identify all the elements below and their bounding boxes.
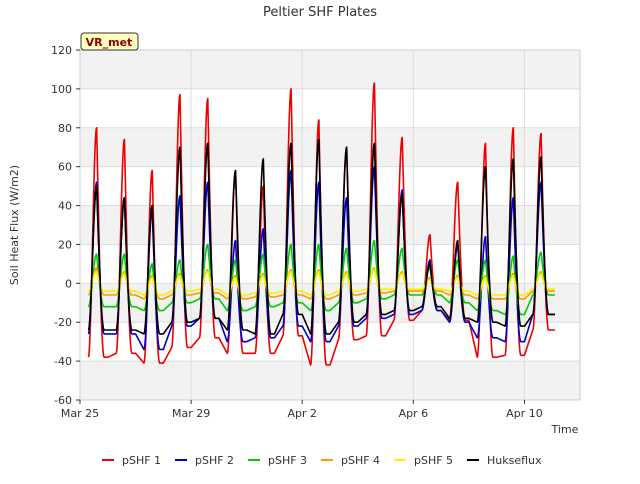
plot-band (80, 127, 580, 167)
y-tick-label: 20 (58, 238, 72, 251)
annotation-box: VR_met (80, 32, 139, 51)
x-tick-label: Apr 2 (287, 407, 317, 420)
x-axis-label: Time (551, 423, 579, 436)
legend-label: pSHF 3 (268, 454, 307, 467)
y-tick-label: -40 (54, 355, 72, 368)
legend-label: pSHF 1 (122, 454, 161, 467)
x-tick-label: Mar 29 (172, 407, 210, 420)
x-tick-label: Mar 25 (61, 407, 99, 420)
y-axis-ticks: -60 -40 -20 0 20 40 60 80 100 120 (51, 44, 80, 407)
plot-band (80, 166, 580, 206)
legend-label: pSHF 4 (341, 454, 380, 467)
legend-label: pSHF 2 (195, 454, 234, 467)
series-line-pshf-5 (87, 268, 556, 296)
plot-band (80, 244, 580, 284)
series-line-pshf-3 (87, 239, 556, 316)
y-tick-label: -20 (54, 316, 72, 329)
plot-band (80, 205, 580, 245)
y-tick-label: 0 (65, 277, 72, 290)
annotation-text: VR_met (86, 36, 133, 49)
y-tick-label: -60 (54, 394, 72, 407)
plot-band (80, 283, 580, 323)
series-line-hukseflux (87, 138, 556, 335)
y-tick-label: 60 (58, 161, 72, 174)
plot-frame (79, 49, 581, 401)
chart-title: Peltier SHF Plates (263, 5, 377, 20)
y-tick-label: 120 (51, 44, 72, 57)
y-tick-label: 100 (51, 83, 72, 96)
plot-band (80, 361, 580, 400)
y-tick-label: 40 (58, 200, 72, 213)
plot-band (80, 88, 580, 128)
x-tick-label: Apr 10 (506, 407, 543, 420)
legend-label: Hukseflux (487, 454, 542, 467)
gridlines (79, 49, 580, 401)
series-group (87, 82, 556, 366)
legend: pSHF 1 pSHF 2 pSHF 3 pSHF 4 pSHF 5 Hukseflux (102, 454, 542, 467)
x-axis-ticks: Mar 25 Mar 29 Apr 2 Apr 6 Apr 10 (61, 400, 543, 420)
y-tick-label: 80 (58, 122, 72, 135)
plot-bands (80, 50, 580, 400)
x-tick-label: Apr 6 (399, 407, 429, 420)
legend-label: pSHF 5 (414, 454, 453, 467)
plot-band (80, 50, 580, 89)
y-axis-label: Soil Heat Flux (W/m2) (8, 165, 21, 285)
